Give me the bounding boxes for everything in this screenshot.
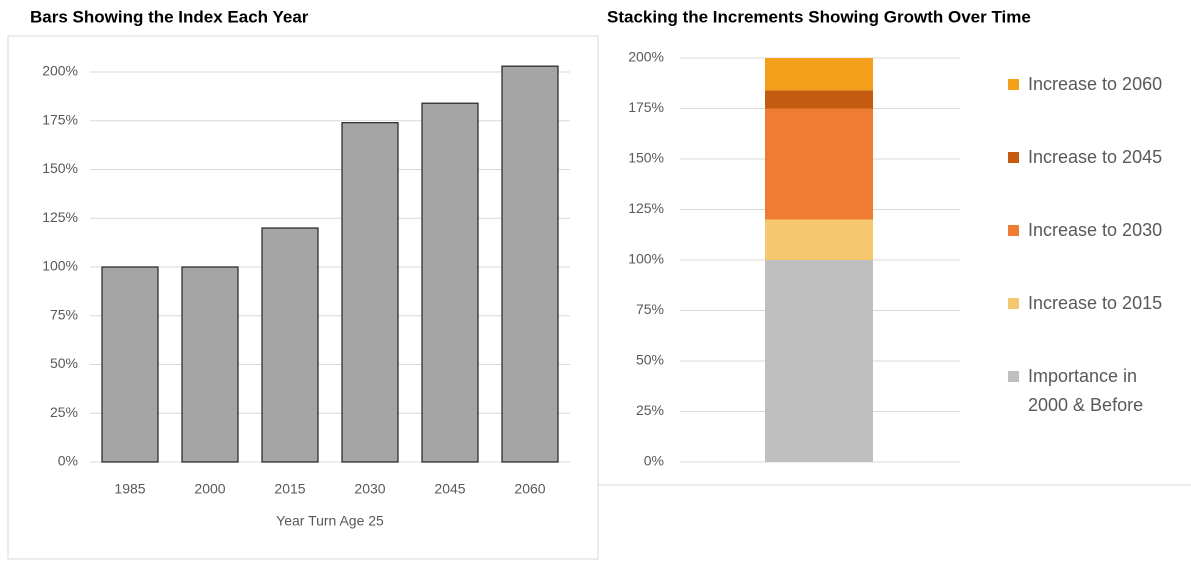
x-tick-label: 1985 [114,481,145,497]
legend-item: Increase to 2045 [1008,143,1178,172]
y-tick-label: 175% [628,99,664,115]
legend-item: Increase to 2060 [1008,70,1178,99]
x-tick-label: 2045 [434,481,465,497]
bar-segment [765,58,873,91]
y-tick-label: 25% [636,402,664,418]
bar [341,122,399,463]
legend-label: Importance in 2000 & Before [1028,366,1144,415]
bar-segment [765,90,873,109]
y-tick-label: 50% [636,352,664,368]
legend-swatch [1008,152,1019,163]
y-tick-label: 50% [50,355,78,371]
y-tick-label: 200% [628,49,664,65]
y-tick-label: 0% [644,453,664,469]
legend-label: Increase to 2015 [1028,293,1163,313]
legend-label: Increase to 2030 [1028,220,1163,240]
y-tick-label: 0% [58,453,78,469]
bar-segment [765,219,873,260]
x-tick-label: 2060 [514,481,545,497]
legend-swatch [1008,298,1019,309]
bar-segment [765,260,873,462]
chart-title: Bars Showing the Index Each Year [30,7,309,26]
x-tick-label: 2000 [194,481,225,497]
legend-item: Importance in 2000 & Before [1008,362,1178,420]
y-tick-label: 25% [50,404,78,420]
y-tick-label: 100% [42,258,78,274]
legend-label: Increase to 2060 [1028,74,1163,94]
x-tick-label: 2030 [354,481,385,497]
bar [181,266,239,463]
bar [421,102,479,463]
y-tick-label: 175% [42,111,78,127]
y-tick-label: 150% [628,150,664,166]
y-tick-label: 100% [628,251,664,267]
y-tick-label: 200% [42,63,78,79]
y-tick-label: 75% [636,301,664,317]
bar [101,266,159,463]
y-tick-label: 150% [42,160,78,176]
bar [261,227,319,463]
x-axis-title: Year Turn Age 25 [276,513,384,529]
y-tick-label: 75% [50,306,78,322]
legend-swatch [1008,225,1019,236]
legend-label: Increase to 2045 [1028,147,1163,167]
chart-title: Stacking the Increments Showing Growth O… [607,7,1031,26]
legend-swatch [1008,79,1019,90]
x-tick-label: 2015 [274,481,305,497]
legend-item: Increase to 2030 [1008,216,1178,245]
y-tick-label: 125% [42,209,78,225]
y-tick-label: 125% [628,200,664,216]
bar-segment [765,108,873,220]
bar [501,65,559,463]
legend-item: Increase to 2015 [1008,289,1178,318]
legend-swatch [1008,371,1019,382]
